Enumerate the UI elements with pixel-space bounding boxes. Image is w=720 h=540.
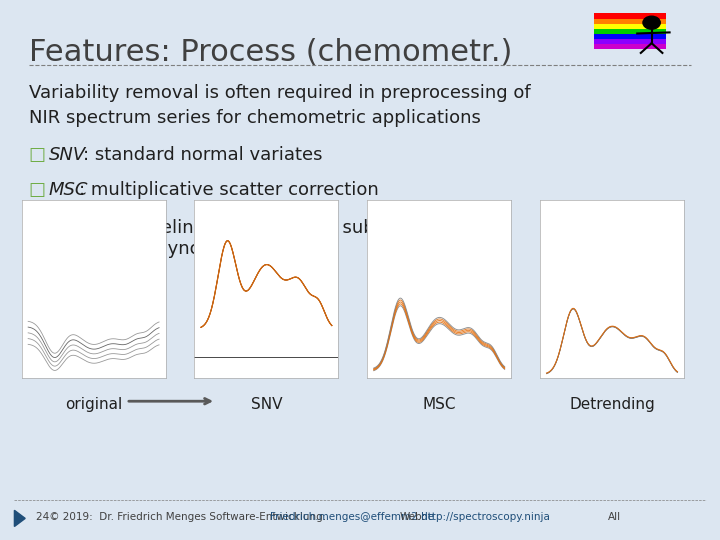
Text: Friedrich.menges@effemm2.de: Friedrich.menges@effemm2.de	[270, 512, 434, 522]
Text: Detrending: Detrending	[49, 219, 150, 237]
Text: All: All	[608, 512, 621, 522]
Text: SNV: SNV	[251, 397, 282, 412]
Text: □: □	[29, 146, 52, 164]
Text: MSC: MSC	[49, 181, 89, 199]
Text: original: original	[65, 397, 122, 412]
Text: □: □	[29, 181, 52, 199]
Polygon shape	[14, 510, 25, 526]
Circle shape	[643, 16, 660, 29]
Text: Variability removal is often required in preprocessing of
NIR spectrum series fo: Variability removal is often required in…	[29, 84, 531, 127]
Text: : baseline detrending by subtracting
    polynom. fit: : baseline detrending by subtracting pol…	[117, 219, 446, 258]
Text: MSC: MSC	[423, 397, 456, 412]
Text: □: □	[29, 219, 52, 237]
Text: : multiplicative scatter correction: : multiplicative scatter correction	[79, 181, 379, 199]
Text: SNV: SNV	[49, 146, 86, 164]
Text: Features: Process (chemometr.): Features: Process (chemometr.)	[29, 38, 512, 67]
Bar	[594, 33, 666, 38]
Bar	[594, 14, 666, 18]
Text: http://spectroscopy.ninja: http://spectroscopy.ninja	[421, 512, 550, 522]
Text: Detrending: Detrending	[569, 397, 655, 412]
Bar	[594, 44, 666, 49]
Bar	[594, 29, 666, 33]
Bar	[594, 38, 666, 44]
Text: 24© 2019:  Dr. Friedrich Menges Software-Entwicklung.: 24© 2019: Dr. Friedrich Menges Software-…	[36, 512, 326, 522]
Bar	[594, 24, 666, 29]
Bar	[594, 18, 666, 24]
Text: : standard normal variates: : standard normal variates	[83, 146, 323, 164]
Text: Web:: Web:	[400, 512, 426, 522]
